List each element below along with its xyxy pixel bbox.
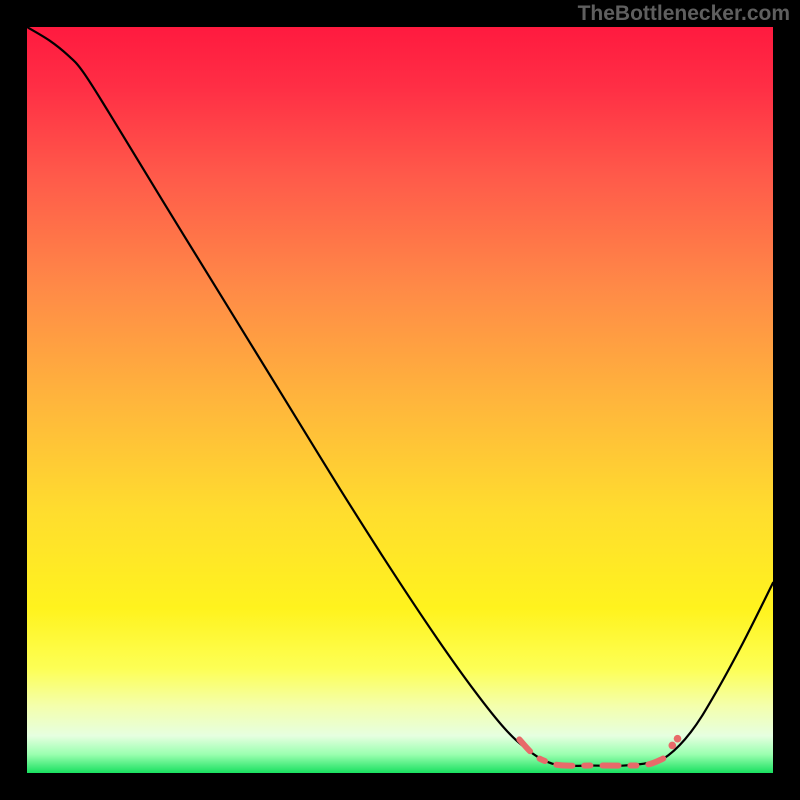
figure-root: TheBottlenecker.com: [0, 0, 800, 800]
gradient-background: [27, 27, 773, 773]
watermark-label: TheBottlenecker.com: [578, 2, 790, 26]
plot-area: [27, 27, 773, 773]
highlight-dot: [674, 735, 682, 743]
chart-svg: [27, 27, 773, 773]
highlight-dot: [668, 742, 676, 750]
